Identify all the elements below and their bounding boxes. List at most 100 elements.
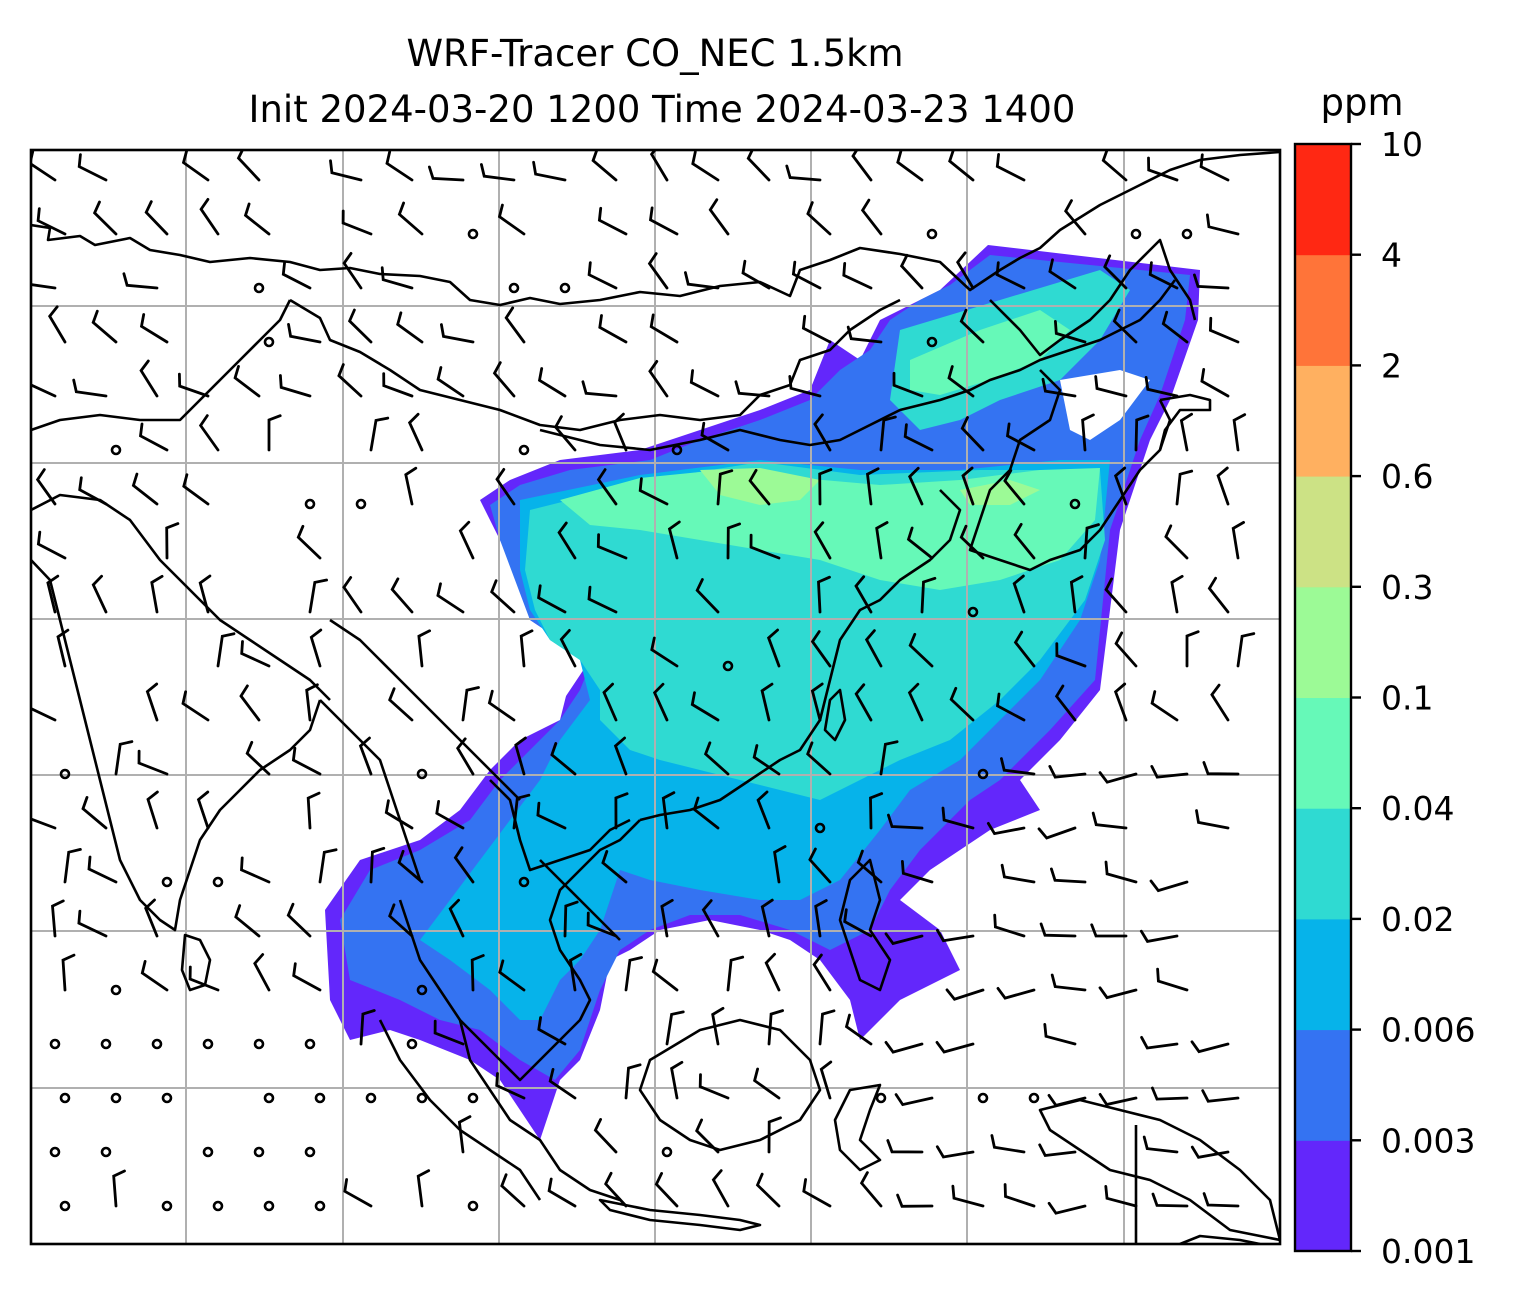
wind-barb — [1113, 682, 1128, 722]
map-frame — [29, 148, 1282, 1246]
wind-barb — [31, 283, 57, 290]
wind-barb — [602, 682, 618, 722]
wind-barb — [854, 575, 873, 614]
colorbar-tick-label: 0.003 — [1381, 1121, 1475, 1160]
wind-barb — [1206, 213, 1240, 236]
wind-barb — [131, 472, 159, 506]
colorbar-swatch — [1295, 808, 1351, 920]
wind-barb — [514, 736, 527, 776]
field-high — [560, 468, 1100, 590]
wind-barb — [144, 898, 159, 938]
wind-barb — [337, 363, 363, 398]
wind-barb — [947, 365, 975, 398]
wind-barb — [959, 524, 985, 560]
border-central-asia — [31, 299, 292, 432]
wind-barb — [287, 323, 322, 344]
wind-barb — [492, 361, 516, 398]
border-mongolia-china — [539, 279, 1177, 452]
wind-barb — [537, 584, 567, 614]
wind-barb — [456, 737, 475, 776]
wind-barb — [1094, 375, 1128, 398]
coastlines — [31, 150, 1280, 1244]
wind-barb — [945, 988, 985, 1001]
wind-barb — [806, 201, 832, 236]
wind-barb — [114, 740, 134, 776]
wind-barb — [959, 308, 985, 344]
wind-barb — [1098, 986, 1138, 1000]
wind-barb — [36, 530, 67, 560]
colorbar-tick-label: 0.02 — [1381, 900, 1454, 939]
wind-barb — [810, 682, 824, 722]
wind-barb — [624, 1063, 642, 1100]
wind-calm-circle — [508, 282, 520, 294]
wind-barb — [568, 953, 583, 992]
coast-borneo — [638, 1018, 822, 1152]
wind-barb — [72, 378, 108, 398]
wind-barb — [734, 380, 771, 398]
wind-barb — [1210, 683, 1230, 722]
wind-barb — [199, 198, 220, 236]
wind-barb — [806, 741, 832, 776]
wind-barb — [1054, 320, 1087, 344]
wind-barb — [665, 1010, 685, 1046]
wind-barb — [993, 913, 1026, 938]
wind-barb — [1003, 469, 1026, 506]
wind-barb — [358, 736, 373, 776]
wind-barb — [78, 476, 108, 506]
wind-calm-circle — [151, 1038, 163, 1050]
wind-barb — [613, 736, 628, 776]
wind-barb — [587, 585, 618, 614]
wind-barb — [498, 959, 526, 992]
wind-barb — [388, 903, 414, 938]
wind-calm-circle — [49, 1038, 61, 1050]
wind-barb — [1081, 413, 1095, 452]
border-china-sw — [329, 618, 521, 801]
wind-calm-circle — [875, 1092, 887, 1104]
colorbar-tick-label: 0.1 — [1381, 679, 1433, 718]
wind-barb — [553, 415, 577, 452]
wind-barb — [1064, 199, 1087, 236]
wind-barb — [935, 1145, 975, 1159]
wind-barbs — [31, 150, 1256, 1215]
wind-barb — [860, 198, 883, 236]
wind-barb — [597, 206, 628, 236]
wind-barb — [48, 305, 67, 344]
coast-philippines — [838, 858, 892, 992]
wind-barb — [457, 1115, 472, 1154]
chart-title-line1: WRF-Tracer CO_NEC 1.5km — [406, 32, 903, 75]
field-peak — [700, 468, 820, 505]
wind-barb — [1005, 422, 1036, 452]
wind-barb — [598, 314, 628, 344]
wind-barb — [843, 908, 873, 938]
wind-barb — [818, 468, 833, 506]
wind-barb — [593, 1118, 618, 1154]
colorbar-swatch — [1295, 144, 1351, 256]
wind-barb — [122, 272, 159, 290]
wind-barb — [801, 314, 832, 344]
wind-barb — [856, 849, 883, 884]
wind-barb — [1185, 630, 1200, 668]
coast-malay-peninsula — [458, 1019, 621, 1202]
wind-calm-circle — [671, 444, 683, 456]
coast-india — [31, 559, 322, 932]
wind-barb — [563, 900, 579, 938]
wind-barb — [1147, 156, 1179, 182]
wind-barb — [899, 253, 924, 290]
wind-barb — [139, 359, 159, 398]
wind-calm-circle — [1069, 498, 1081, 510]
wind-barb — [756, 790, 771, 830]
wind-calm-circle — [212, 1200, 224, 1212]
wind-barb — [884, 1041, 924, 1054]
wind-barb — [1149, 879, 1189, 893]
wind-barb — [536, 801, 567, 830]
wind-barb — [813, 521, 832, 560]
wind-barb — [341, 209, 373, 236]
wind-calm-circle — [467, 1092, 479, 1104]
wind-barb — [810, 630, 832, 668]
wind-barb — [749, 533, 781, 560]
wind-barb — [652, 682, 669, 722]
coast-new-guinea — [1038, 1098, 1280, 1242]
wind-barb — [342, 576, 363, 614]
wind-calm-circle — [967, 606, 979, 618]
wind-barb — [1207, 576, 1230, 614]
